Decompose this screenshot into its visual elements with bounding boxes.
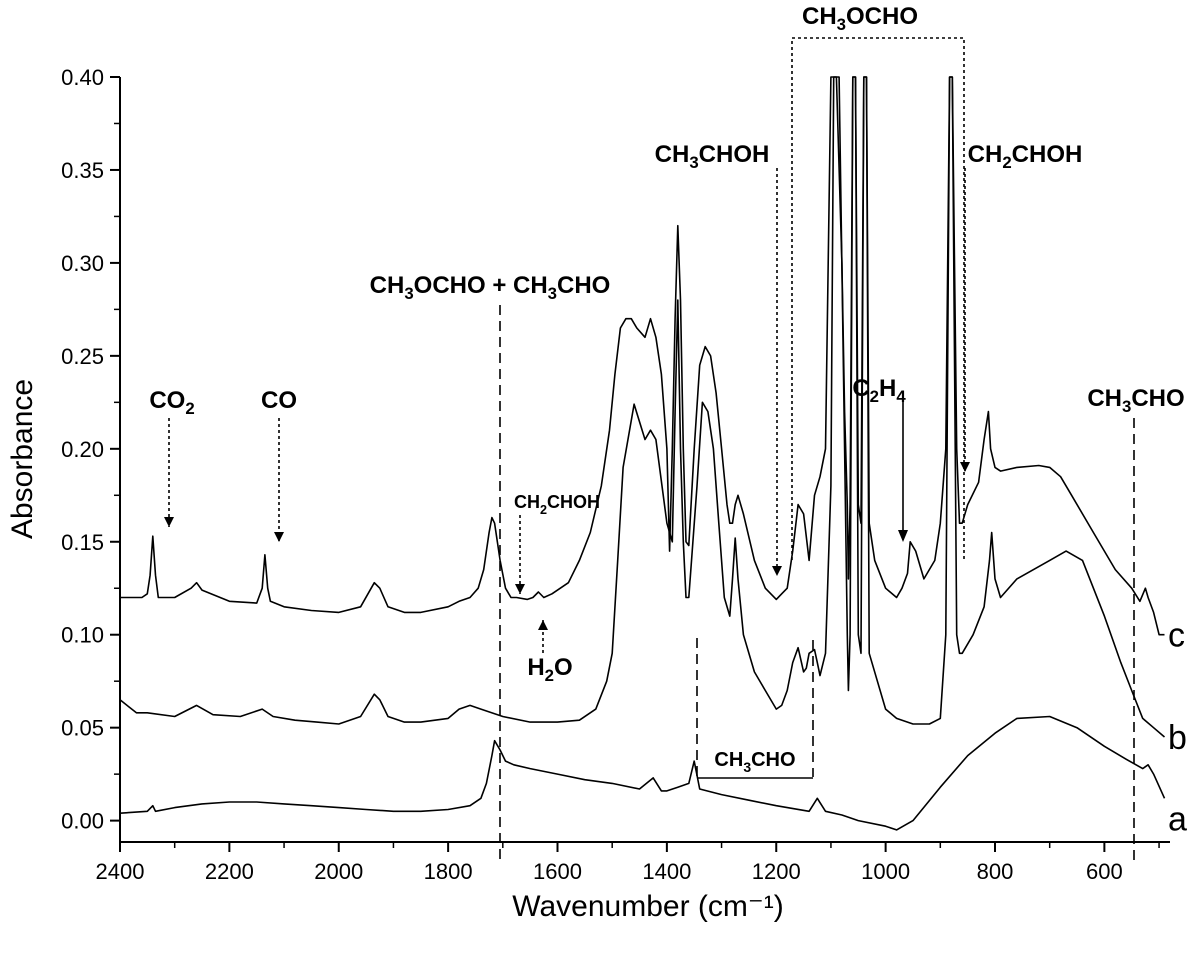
annotation-text: CH	[1087, 385, 1122, 412]
x-tick-label: 1600	[533, 859, 582, 884]
h2o-arrow-arrowhead	[538, 620, 548, 630]
x-tick-label: 2000	[314, 859, 363, 884]
co-arrow-arrowhead	[274, 532, 284, 542]
annotation-text: CH	[655, 141, 690, 168]
annotation-subscript: 2	[870, 387, 879, 406]
annotation-subscript: 4	[896, 387, 906, 406]
annotation-text: CHOH	[547, 492, 600, 512]
annotation-text: OCHO + CH	[414, 272, 548, 299]
axes	[119, 77, 1170, 843]
annotation-text: CHOH	[699, 141, 770, 168]
annotation-subscript: 3	[404, 284, 413, 303]
annotation-co2: CO2	[149, 387, 194, 418]
annotation-text: H	[879, 375, 896, 402]
annotation-text: C	[852, 375, 869, 402]
annotation-subscript: 3	[743, 759, 751, 775]
series-label-b: b	[1168, 719, 1187, 757]
annotation-text: CO	[261, 387, 297, 414]
annotation-subscript: 3	[837, 15, 846, 34]
annotation-ch2choh-small: CH2CHOH	[514, 492, 600, 517]
y-tick-label: 0.30	[61, 251, 104, 276]
series-label-a: a	[1168, 800, 1187, 838]
x-tick-label: 1800	[424, 859, 473, 884]
y-tick-label: 0.00	[61, 809, 104, 834]
annotation-text: CHO	[557, 272, 610, 299]
annotation-c2h4: C2H4	[852, 375, 906, 406]
annotation-ch3ocho-ch3cho: CH3OCHO + CH3CHO	[370, 272, 611, 303]
x-tick-label: 1000	[861, 859, 910, 884]
annotation-subscript: 2	[185, 399, 194, 418]
x-tick-label: 1400	[642, 859, 691, 884]
annotation-subscript: 3	[1122, 397, 1131, 416]
x-tick-label: 600	[1086, 859, 1123, 884]
annotation-ch3choh: CH3CHOH	[655, 141, 770, 172]
x-tick-label: 800	[977, 859, 1014, 884]
annotation-h2o: H2O	[527, 654, 572, 685]
y-tick-label: 0.05	[61, 716, 104, 741]
annotation-subscript: 2	[540, 503, 547, 517]
series-label-c: c	[1168, 617, 1185, 655]
series-group: a b c	[119, 76, 1187, 838]
ch3choh-arrow-arrowhead	[772, 566, 782, 576]
annotation-subscript: 2	[1002, 153, 1011, 172]
annotation-text: CHOH	[1012, 141, 1083, 168]
ch2choh-arrow-arrowhead	[960, 462, 970, 472]
y-tick-label: 0.35	[61, 158, 104, 183]
annotation-ch3ocho: CH3OCHO	[802, 3, 918, 34]
annotation-subscript: 2	[545, 666, 554, 685]
y-tick-label: 0.20	[61, 437, 104, 462]
annotation-ch3cho-right: CH3CHO	[1087, 385, 1184, 416]
annotation-text: CH	[968, 141, 1003, 168]
x-tick-label: 1200	[752, 859, 801, 884]
co2-arrow-arrowhead	[164, 517, 174, 527]
annotation-co: CO	[261, 387, 297, 414]
series-line-a	[119, 715, 1166, 831]
annotation-text: CH	[514, 492, 540, 512]
ch2choh-small-arrow-arrowhead	[515, 584, 525, 594]
y-tick-label: 0.10	[61, 623, 104, 648]
annotation-text: CO	[149, 387, 185, 414]
annotation-text: CH	[802, 3, 837, 30]
annotation-text: CH	[714, 749, 743, 771]
y-tick-label: 0.15	[61, 530, 104, 555]
y-axis-title: Absorbance	[6, 379, 39, 539]
annotation-text: CHO	[751, 749, 795, 771]
ch3ocho-bracket	[791, 37, 965, 560]
annotation-text: OCHO	[846, 3, 918, 30]
x-axis-title: Wavenumber (cm⁻¹)	[512, 890, 783, 923]
annotation-text: CH	[370, 272, 405, 299]
series-line-b	[119, 76, 1166, 738]
annotation-ch3cho-mid: CH3CHO	[714, 749, 795, 775]
x-tick-label: 2200	[205, 859, 254, 884]
c2h4-arrowhead	[898, 530, 908, 542]
guide-lines	[164, 37, 1135, 862]
y-tick-label: 0.40	[61, 65, 104, 90]
annotation-text: O	[554, 654, 573, 681]
ticks: 2400 2200 2000 1800 1600 1400 1200 1000 800 600 0.…	[61, 65, 1160, 884]
series-line-c	[120, 76, 1165, 636]
y-tick-label: 0.25	[61, 344, 104, 369]
annotation-subscript: 3	[548, 284, 557, 303]
annotation-ch2choh: CH2CHOH	[968, 141, 1083, 172]
annotation-text: H	[527, 654, 544, 681]
x-tick-label: 2400	[96, 859, 145, 884]
annotation-text: CHO	[1131, 385, 1184, 412]
annotation-subscript: 3	[689, 153, 698, 172]
